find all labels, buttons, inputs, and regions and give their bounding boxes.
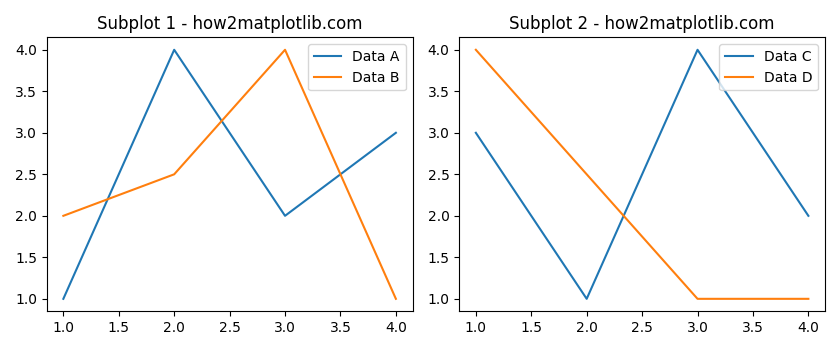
Data C (581, 297, 591, 301)
Line: Data C: Data C (475, 50, 808, 299)
Data B (391, 297, 401, 301)
Title: Subplot 2 - how2matplotlib.com: Subplot 2 - how2matplotlib.com (509, 15, 774, 33)
Line: Data B: Data B (63, 50, 396, 299)
Data C (470, 131, 480, 135)
Data D (581, 172, 591, 176)
Data A (391, 131, 401, 135)
Data D (803, 297, 813, 301)
Legend: Data C, Data D: Data C, Data D (719, 44, 818, 90)
Data D (470, 48, 480, 52)
Line: Data D: Data D (475, 50, 808, 299)
Data B (280, 48, 290, 52)
Data C (692, 48, 702, 52)
Legend: Data A, Data B: Data A, Data B (308, 44, 406, 90)
Data A (280, 214, 290, 218)
Title: Subplot 1 - how2matplotlib.com: Subplot 1 - how2matplotlib.com (97, 15, 362, 33)
Data C (803, 214, 813, 218)
Data B (169, 172, 179, 176)
Line: Data A: Data A (63, 50, 396, 299)
Data D (692, 297, 702, 301)
Data A (58, 297, 68, 301)
Data B (58, 214, 68, 218)
Data A (169, 48, 179, 52)
